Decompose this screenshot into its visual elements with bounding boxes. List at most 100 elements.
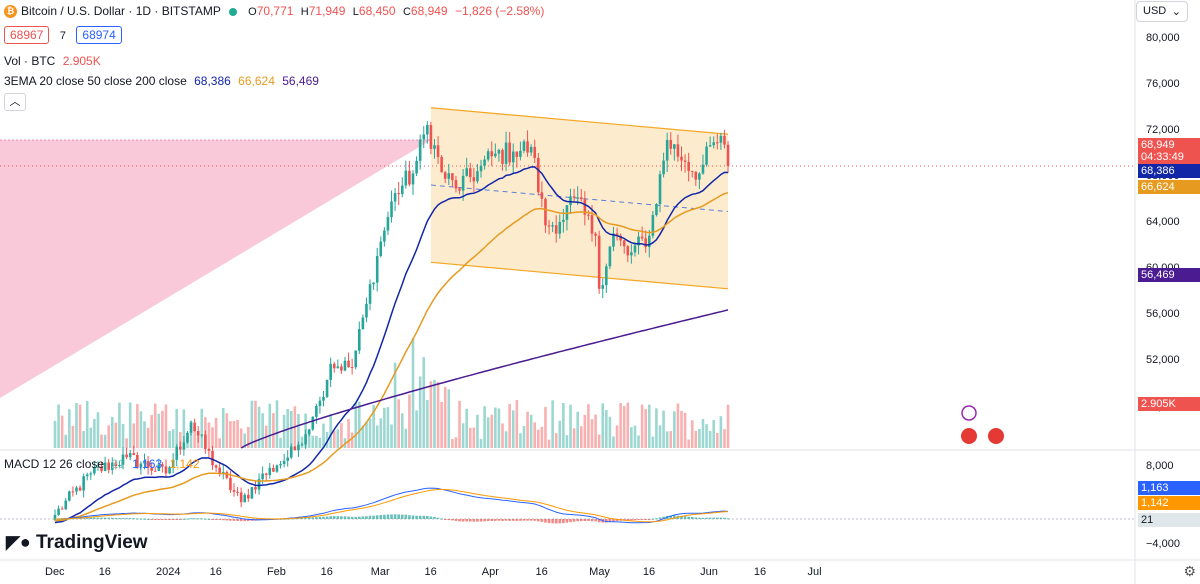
macd-hist-bar [443, 519, 447, 520]
macd-hist-bar [128, 518, 132, 520]
macd-legend[interactable]: MACD 12 26 close 21 1,163 1,142 [4, 457, 200, 471]
volume-bar [322, 423, 325, 448]
candle-body [637, 236, 640, 246]
volume-bar [508, 403, 511, 448]
candle-body [673, 144, 676, 149]
candle-body [426, 125, 429, 135]
macd-hist-bar [490, 519, 494, 521]
volume-bar [726, 404, 730, 448]
volume-bar [587, 404, 590, 448]
price-scale-badge-value: 56,469 [1141, 269, 1175, 281]
candle-body [468, 168, 472, 178]
macd-hist-bar [375, 515, 379, 519]
chevron-down-icon: ⌄ [1171, 6, 1181, 18]
volume-bar [272, 413, 275, 448]
macd-hist-bar [422, 515, 426, 519]
candle-body [264, 473, 268, 476]
tradingview-logo[interactable]: ◤● TradingView [6, 532, 148, 554]
candle-body [494, 153, 497, 157]
triangle-drawing[interactable] [0, 140, 431, 398]
volume-bar [136, 404, 139, 448]
macd-hist-bar [114, 517, 118, 519]
volume-bar [397, 399, 400, 448]
low-value: 68,450 [358, 4, 396, 18]
buy-price-button[interactable]: 68974 [76, 26, 122, 44]
volume-bar [82, 430, 85, 448]
volume-bar [658, 425, 662, 448]
macd-hist-bar [673, 515, 676, 519]
candle-body [472, 177, 476, 182]
macd-hist-bar [300, 517, 304, 519]
volume-bar [451, 438, 454, 448]
volume-bar [193, 426, 196, 448]
candle-body [415, 160, 418, 174]
channel-upper-line[interactable] [430, 107, 729, 135]
price-scale-badge-value: 66,624 [1141, 181, 1175, 193]
macd-hist-bar [408, 515, 411, 519]
candle-body [486, 151, 490, 160]
candle-body [150, 468, 153, 471]
volume-legend[interactable]: Vol · BTC 2.905K [4, 54, 101, 68]
candle-body [157, 464, 161, 471]
candle-body [418, 139, 422, 161]
collapse-legend-button[interactable]: ︿ [4, 93, 26, 111]
candle-body [125, 454, 128, 458]
volume-bar [558, 420, 562, 448]
time-axis-label: Jul [807, 566, 822, 578]
macd-hist-bar [590, 519, 594, 522]
volume-bar [218, 438, 221, 448]
volume-bar [146, 427, 150, 448]
candle-body [239, 492, 243, 503]
volume-bar [139, 411, 143, 448]
macd-line[interactable] [54, 487, 729, 524]
volume-bar [690, 420, 694, 448]
volume-bar [75, 403, 78, 448]
candle-body [397, 193, 400, 195]
volume-bar [669, 431, 673, 448]
signal-line[interactable] [55, 488, 729, 523]
macd-hist-bar [501, 519, 504, 521]
us-economic-event-icon[interactable] [961, 428, 977, 444]
macd-scale-badge: 1,163 [1138, 481, 1200, 495]
ema200-line[interactable] [240, 309, 729, 449]
macd-hist-bar [164, 519, 168, 520]
macd-hist-bar [451, 519, 454, 521]
candle-body [368, 284, 372, 304]
sell-price-button[interactable]: 68967 [4, 26, 50, 44]
settings-gear-icon[interactable]: ⚙ [1183, 563, 1196, 579]
time-axis-label: Dec [45, 566, 65, 578]
macd-hist-bar [200, 518, 204, 520]
us-economic-event-icon[interactable] [988, 428, 1004, 444]
lightning-event-icon[interactable] [961, 405, 977, 421]
volume-bar [236, 419, 239, 448]
symbol-title[interactable]: Bitcoin / U.S. Dollar · 1D · BITSTAMP [21, 4, 221, 18]
currency-select[interactable]: USD ⌄ [1136, 1, 1188, 22]
volume-bar [311, 435, 315, 448]
volume-bar [354, 403, 358, 448]
ema50-line[interactable] [54, 192, 729, 522]
volume-bar [483, 406, 486, 448]
time-axis-label: 16 [642, 566, 656, 578]
candle-body [372, 282, 375, 285]
macd-hist-bar [583, 519, 587, 522]
volume-bar [243, 433, 247, 448]
volume-bar [698, 428, 701, 448]
macd-hist-bar [193, 518, 196, 520]
candle-body [329, 363, 332, 380]
candle-body [325, 379, 329, 397]
macd-hist-bar [447, 519, 451, 520]
candle-body [189, 422, 193, 433]
ema20-line[interactable] [54, 166, 729, 524]
volume-bar [630, 427, 633, 448]
market-status-icon[interactable] [228, 7, 237, 16]
volume-bar [440, 401, 443, 448]
macd-hist-bar [544, 519, 547, 523]
channel-lower-line[interactable] [430, 261, 729, 290]
macd-hist-bar [429, 516, 433, 519]
macd-hist-bar [690, 517, 694, 519]
candle-body [454, 180, 458, 189]
ema-legend[interactable]: 3EMA 20 close 50 close 200 close 68,386 … [4, 74, 319, 88]
macd-hist-bar [311, 517, 315, 519]
macd-hist-bar [182, 518, 186, 520]
